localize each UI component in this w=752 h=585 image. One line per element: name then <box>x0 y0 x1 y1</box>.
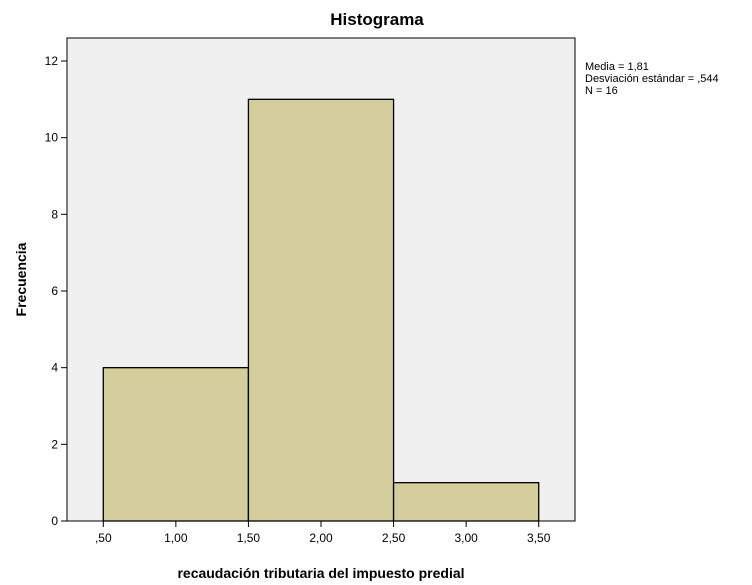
x-tick-label: 2,00 <box>309 531 333 545</box>
y-tick-label: 12 <box>45 54 59 68</box>
x-tick-label: 1,50 <box>237 531 261 545</box>
x-tick-label: 1,00 <box>164 531 188 545</box>
x-axis-label: recaudación tributaria del impuesto pred… <box>177 565 464 581</box>
histogram-bar-2 <box>247 98 395 522</box>
y-tick-label: 2 <box>51 437 58 451</box>
y-tick-label: 6 <box>51 284 58 298</box>
stats-mean: Media = 1,81 <box>585 61 649 73</box>
chart-title: Histograma <box>330 10 424 29</box>
stats-std: Desviación estándar = ,544 <box>585 73 719 85</box>
stats-n: N = 16 <box>585 85 618 97</box>
y-tick-label: 10 <box>45 131 59 145</box>
y-axis-label: Frecuencia <box>13 242 29 316</box>
y-tick-label: 4 <box>51 361 58 375</box>
histogram-bar-1 <box>102 367 250 522</box>
y-tick-label: 8 <box>51 207 58 221</box>
x-tick-label: ,50 <box>95 531 112 545</box>
y-tick-label: 0 <box>51 514 58 528</box>
histogram-bar-3 <box>392 482 540 522</box>
x-tick-label: 2,50 <box>382 531 406 545</box>
x-tick-label: 3,00 <box>454 531 478 545</box>
stats-box: Media = 1,81 Desviación estándar = ,544 … <box>585 61 719 97</box>
x-tick-label: 3,50 <box>527 531 551 545</box>
